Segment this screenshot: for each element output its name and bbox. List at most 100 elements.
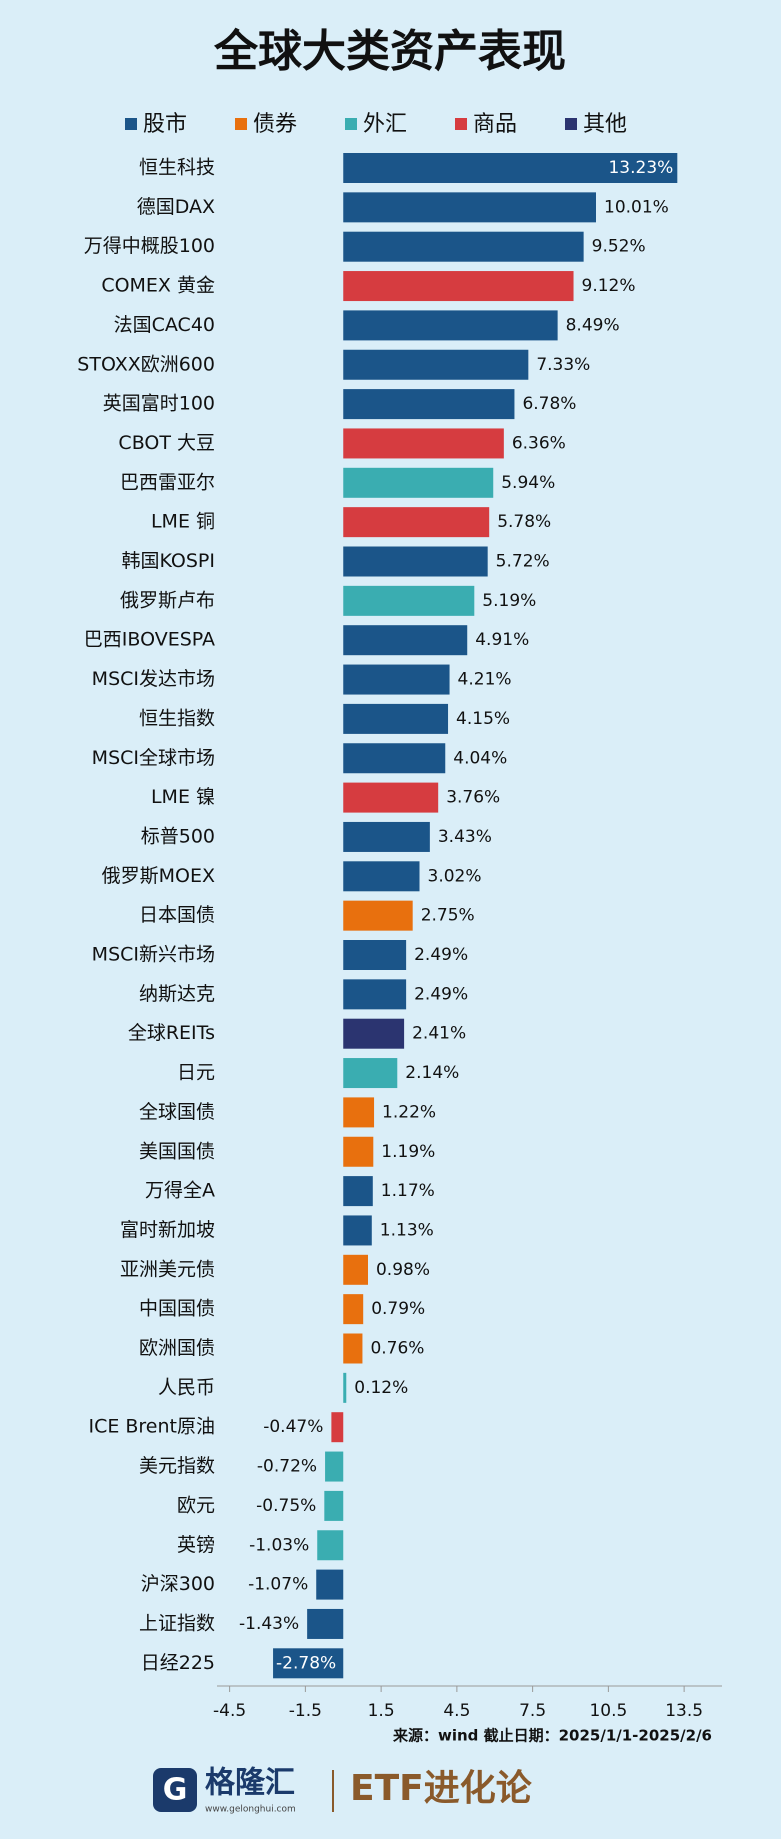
bar [343,900,413,931]
data-label: -1.07% [248,1575,308,1595]
bar [343,153,678,183]
data-label: 2.75% [421,906,475,926]
data-label: 1.19% [381,1142,435,1162]
bar [343,979,407,1010]
bar [343,1058,398,1089]
y-tick-label: 英国富时100 [103,393,215,415]
y-tick-label: COMEX 黄金 [101,275,215,297]
column-name: ETF进化论 [350,1768,533,1809]
data-label: 0.12% [354,1378,408,1398]
y-tick-label: 日元 [177,1062,215,1084]
bar [343,585,475,616]
legend-label: 债券 [253,112,297,137]
bar [331,1412,344,1443]
bar [343,231,584,262]
bar [343,467,494,498]
y-tick-label: 法国CAC40 [114,314,215,336]
data-label: 2.49% [414,945,468,965]
data-label: -1.43% [239,1614,299,1634]
source-note: 来源：wind 截止日期：2025/1/1-2025/2/6 [392,1727,712,1745]
y-tick-label: 万得中概股100 [84,235,215,257]
y-tick-label: 欧元 [177,1494,215,1516]
y-tick-label: 人民币 [158,1376,215,1398]
legend-swatch [125,118,137,130]
y-tick-label: 富时新加坡 [120,1219,215,1241]
legend-label: 外汇 [363,112,407,137]
bar [343,310,558,341]
bar [343,1018,405,1049]
y-tick-label: 美元指数 [139,1455,215,1477]
bar [343,703,449,734]
y-tick-label: 亚洲美元债 [120,1258,215,1280]
data-label: 10.01% [604,197,669,217]
x-tick-label: 1.5 [368,1701,395,1721]
y-tick-label: 俄罗斯卢布 [120,589,215,611]
data-label: 2.49% [414,984,468,1004]
y-tick-label: 俄罗斯MOEX [102,865,215,887]
bar [343,1215,372,1246]
data-label: -0.72% [257,1457,317,1477]
bar [325,1451,344,1482]
bar [343,1372,347,1403]
legend-label: 其他 [583,112,627,137]
chart-title: 全球大类资产表现 [213,26,566,77]
data-label: -1.03% [249,1535,309,1555]
y-tick-label: 巴西雷亚尔 [120,471,215,493]
legend-swatch [235,118,247,130]
bar [343,389,515,420]
bar [343,861,420,892]
legend-swatch [565,118,577,130]
footer: G 格隆汇 www.gelonghui.com ETF进化论 [153,1766,533,1815]
y-tick-label: 纳斯达克 [139,983,215,1005]
y-tick-label: 全球REITs [128,1022,215,1044]
logo-site: www.gelonghui.com [205,1805,296,1815]
bar [343,1176,373,1207]
y-tick-label: 上证指数 [139,1612,215,1634]
bar [343,664,450,695]
data-label: 2.14% [405,1063,459,1083]
data-label: 4.21% [458,670,512,690]
data-label: 9.52% [592,237,646,257]
data-label: 1.22% [382,1102,436,1122]
legend-label: 股市 [143,112,187,137]
bar [317,1530,344,1561]
data-label: 3.02% [428,866,482,886]
data-label: 13.23% [608,158,673,178]
y-tick-label: LME 铜 [151,511,215,533]
y-tick-label: CBOT 大豆 [118,432,215,454]
data-label: 5.78% [497,512,551,532]
y-tick-label: 美国国债 [139,1140,215,1162]
y-tick-label: MSCI发达市场 [92,668,215,690]
data-label: 5.72% [496,552,550,572]
data-label: 5.19% [482,591,536,611]
y-tick-label: 恒生科技 [139,157,215,179]
y-tick-label: 德国DAX [137,196,215,218]
data-label: 2.41% [412,1024,466,1044]
data-label: 5.94% [501,473,555,493]
data-label: 4.04% [453,748,507,768]
bar [324,1490,344,1521]
data-label: -0.75% [256,1496,316,1516]
x-tick-label: 4.5 [443,1701,470,1721]
bar [343,546,488,577]
y-tick-label: 恒生指数 [139,707,215,729]
bar [316,1569,344,1600]
legend-swatch [455,118,467,130]
data-label: 3.76% [446,788,500,808]
x-tick-label: 13.5 [665,1701,703,1721]
y-tick-label: LME 镍 [151,786,215,808]
y-tick-label: 巴西IBOVESPA [84,629,215,651]
bar [307,1608,344,1639]
bar [343,940,407,970]
legend-label: 商品 [473,112,517,137]
data-label: 8.49% [566,315,620,335]
bar [343,192,597,223]
data-label: 1.13% [380,1220,434,1240]
y-tick-label: 中国国债 [139,1298,215,1320]
data-label: -0.47% [263,1417,323,1437]
y-tick-label: 日本国债 [139,904,215,926]
data-label: 7.33% [536,355,590,375]
logo-icon [153,1768,197,1812]
x-tick-label: -4.5 [213,1701,246,1721]
